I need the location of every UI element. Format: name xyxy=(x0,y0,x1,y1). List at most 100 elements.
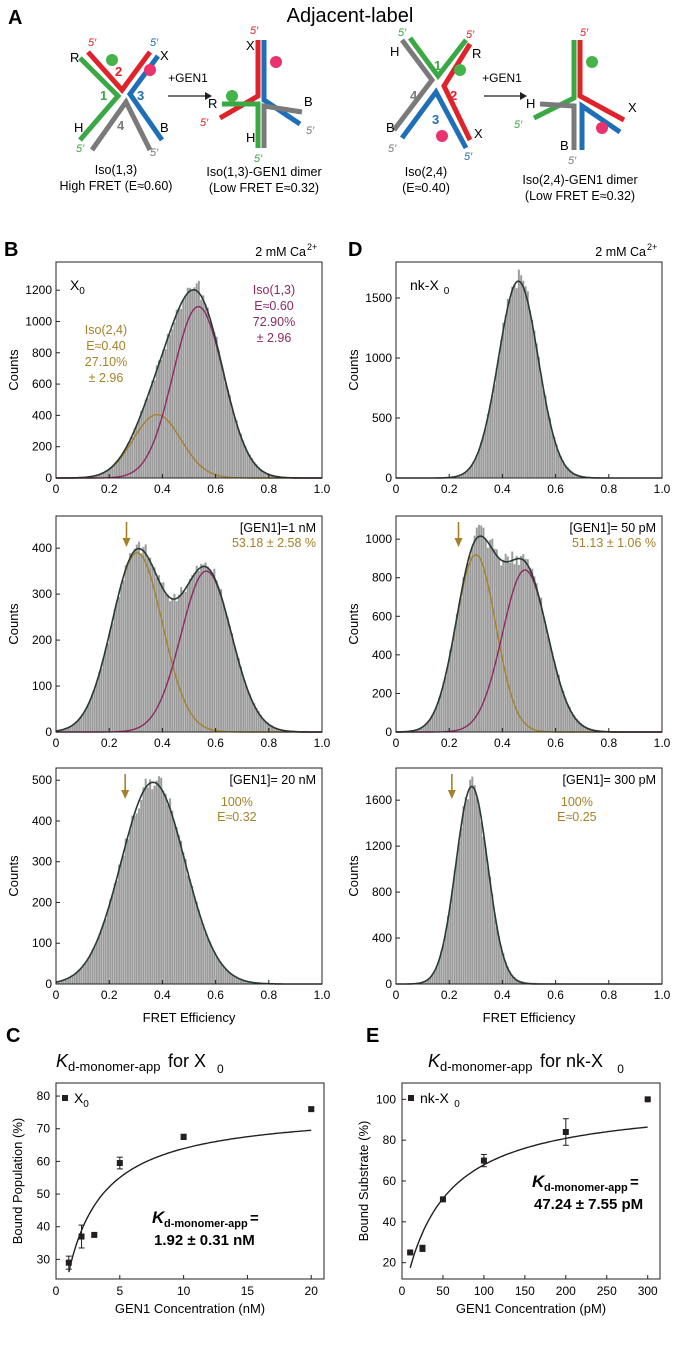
dimer2-5p-green: 5′ xyxy=(514,119,523,131)
histogram-d-nkx0: 0 0.2 0.4 0.6 0.8 1.0 0 500 1000 1500 Counts 2 mM C… xyxy=(346,242,671,496)
histogram-bar xyxy=(109,899,112,985)
caption-iso24-fret: (E≈0.40) xyxy=(402,181,450,195)
histogram-bar xyxy=(489,539,492,733)
y-tick-label: 0 xyxy=(385,725,392,739)
five-prime-blue: 5′ xyxy=(150,37,159,49)
x-tick-label: 0.2 xyxy=(101,482,118,496)
histogram-bar xyxy=(217,350,220,479)
histogram-bar xyxy=(515,287,518,479)
x-tick-label: 0.4 xyxy=(494,736,511,750)
histogram-bar xyxy=(168,600,172,733)
histogram-bar xyxy=(489,404,492,479)
y-tick-label: 200 xyxy=(32,895,52,909)
histogram-bar xyxy=(539,597,543,733)
peak-arrowhead xyxy=(454,538,463,547)
junction-iso24 xyxy=(392,36,473,150)
strand-num-3: 3 xyxy=(137,88,144,103)
histogram-bar xyxy=(237,658,240,733)
histogram-bar xyxy=(491,538,494,733)
total-fit-curve xyxy=(396,785,662,985)
histogram-bar xyxy=(493,912,496,985)
total-fit-curve xyxy=(55,547,322,733)
condition-label: [GEN1]= 20 nM xyxy=(230,773,317,787)
x-tick-label: 50 xyxy=(436,1284,450,1298)
histogram-bar xyxy=(133,548,136,733)
histogram-bar xyxy=(126,562,130,733)
y-tick-label: 1600 xyxy=(365,793,392,807)
histogram-bar xyxy=(160,777,163,985)
histogram-bar xyxy=(551,430,554,479)
plot-frame xyxy=(395,515,663,733)
histogram-bar xyxy=(93,688,96,733)
gen1-arrow-label-1: +GEN1 xyxy=(168,71,208,85)
x-tick-label: 0.8 xyxy=(260,482,277,496)
histogram-bar xyxy=(146,558,149,733)
iso24-5p-red: 5′ xyxy=(466,29,475,41)
histogram-bar xyxy=(473,535,476,733)
histogram-bar xyxy=(124,565,127,733)
dimer1-5p-grey: 5′ xyxy=(306,125,315,137)
histogram-bar xyxy=(164,593,167,733)
histogram-bar xyxy=(531,568,534,733)
x-tick-label: 0 xyxy=(393,988,400,1002)
x-tick-label: 0.2 xyxy=(441,736,458,750)
histogram-bar xyxy=(244,683,247,733)
peak-arrowhead xyxy=(121,790,130,799)
legend-marker xyxy=(408,1095,414,1101)
acceptor-dye xyxy=(144,64,156,76)
histogram-bar xyxy=(109,629,112,733)
annotation-iso13: Iso(1,3) xyxy=(253,283,295,297)
histogram-bar xyxy=(449,649,452,733)
x-tick-label: 300 xyxy=(638,1284,658,1298)
histogram-bar xyxy=(80,968,83,985)
iso24-num-1: 1 xyxy=(434,58,441,73)
histogram-bar xyxy=(168,798,172,985)
histogram-bar xyxy=(208,569,212,733)
dimer2-arm-x: X xyxy=(628,100,637,115)
histogram-bar xyxy=(489,876,492,985)
five-prime-green: 5′ xyxy=(76,143,85,155)
histogram-bar xyxy=(111,894,114,985)
iso24-5p-green: 5′ xyxy=(398,27,407,39)
caption-iso13-fret: High FRET (E≈0.60) xyxy=(60,179,173,193)
dimer2-arm-h: H xyxy=(526,96,535,111)
histogram-bar xyxy=(495,367,498,479)
histogram-bar xyxy=(246,689,249,733)
histogram-bar xyxy=(177,594,181,733)
histogram-bar xyxy=(502,559,505,733)
histogram-bar xyxy=(104,647,107,733)
histogram-bar xyxy=(140,553,143,733)
y-tick-label: 60 xyxy=(37,1154,51,1168)
histogram-bar xyxy=(520,555,523,733)
histogram-bar xyxy=(206,566,209,733)
y-tick-label: 200 xyxy=(32,440,52,454)
plot-frame xyxy=(55,1082,325,1280)
legend-subscript: 0 xyxy=(454,1099,460,1110)
histogram-bar xyxy=(175,309,178,479)
histogram-bar xyxy=(493,548,496,733)
histogram-bar xyxy=(144,399,147,479)
histogram-bar xyxy=(520,275,523,479)
data-point xyxy=(78,1233,85,1240)
iso24-arm-x: X xyxy=(474,126,483,141)
reaction-arrowhead-2 xyxy=(520,92,527,100)
histogram-bar xyxy=(533,330,536,479)
histogram-bar xyxy=(95,681,99,733)
dimer1-5p-red2: 5′ xyxy=(200,117,209,129)
histogram-bar xyxy=(144,778,147,985)
histogram-bar xyxy=(228,625,232,733)
histogram-bar xyxy=(182,852,185,985)
histogram-bar xyxy=(237,430,240,479)
histogram-bar xyxy=(84,709,87,733)
x-tick-label: 0 xyxy=(399,1284,406,1298)
y-tick-label: 80 xyxy=(383,1133,397,1147)
fraction-label: 53.18 ± 2.58 % xyxy=(232,536,316,550)
histogram-bar xyxy=(511,551,514,733)
data-point xyxy=(308,1106,315,1113)
y-axis-label: Bound Substrate (%) xyxy=(356,1121,371,1242)
histogram-bar xyxy=(98,672,101,733)
histogram-bar xyxy=(449,905,452,985)
arm-b: B xyxy=(160,120,169,135)
histogram-bar xyxy=(455,857,458,985)
histogram-bar xyxy=(250,700,254,733)
